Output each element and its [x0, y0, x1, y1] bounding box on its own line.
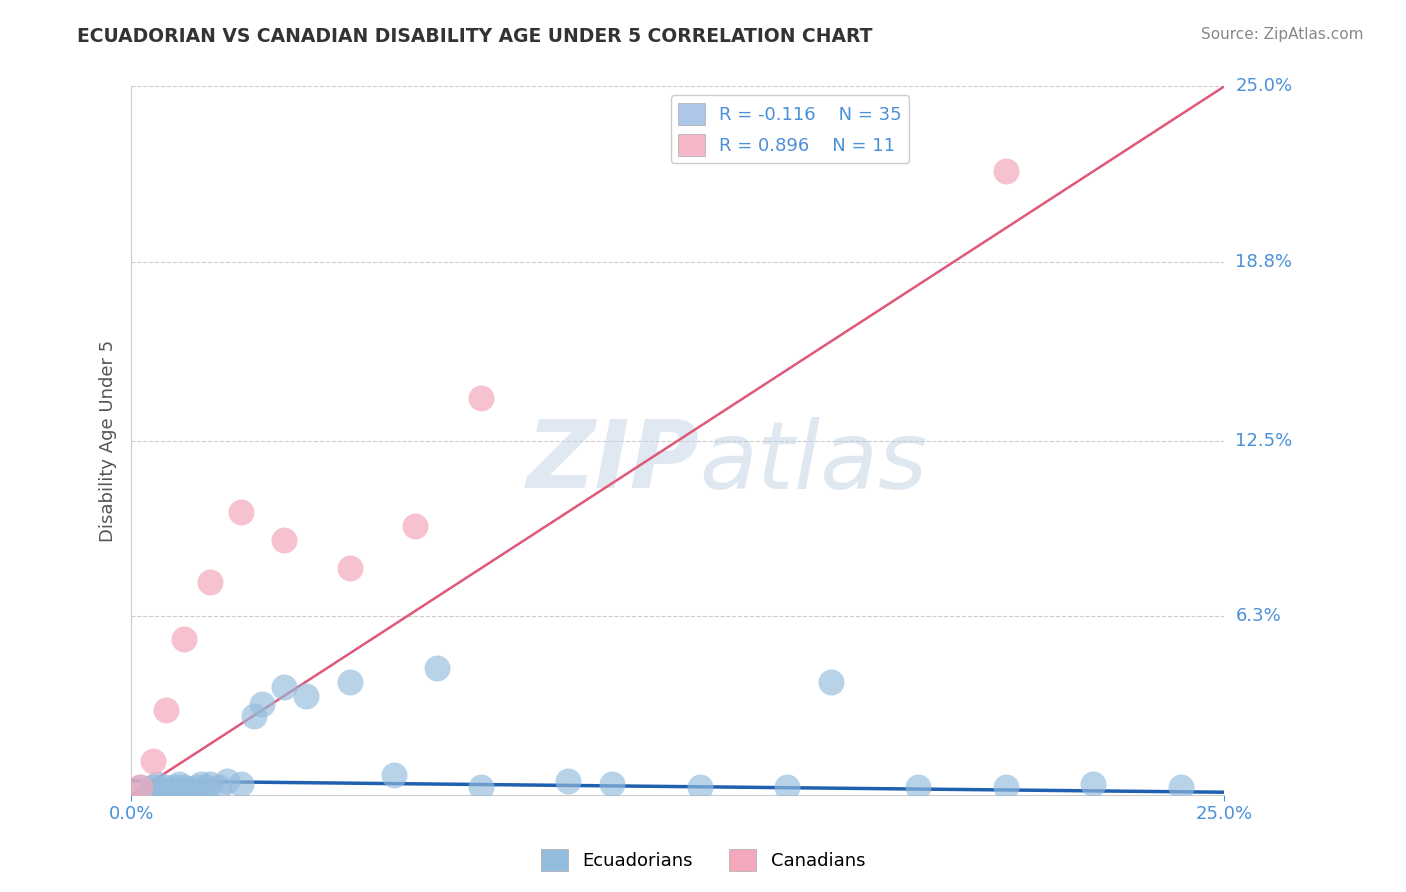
Point [426, 660, 449, 674]
Point [198, 575, 221, 590]
Legend: R = -0.116    N = 35, R = 0.896    N = 11: R = -0.116 N = 35, R = 0.896 N = 11 [671, 95, 910, 163]
Point [159, 782, 181, 797]
Point [208, 780, 231, 794]
Point [229, 777, 252, 791]
Text: Source: ZipAtlas.com: Source: ZipAtlas.com [1201, 27, 1364, 42]
Point [252, 698, 274, 712]
Point [173, 632, 195, 647]
Text: ZIP: ZIP [527, 416, 700, 508]
Point [169, 777, 191, 791]
Y-axis label: Disability Age Under 5: Disability Age Under 5 [100, 340, 117, 541]
Point [557, 773, 579, 788]
Point [994, 164, 1017, 178]
Point [142, 754, 165, 768]
Point [142, 780, 165, 794]
Point [295, 689, 318, 703]
Point [138, 782, 160, 797]
Point [173, 780, 195, 794]
Text: ECUADORIAN VS CANADIAN DISABILITY AGE UNDER 5 CORRELATION CHART: ECUADORIAN VS CANADIAN DISABILITY AGE UN… [77, 27, 873, 45]
Point [190, 777, 212, 791]
Point [163, 780, 186, 794]
Point [194, 780, 217, 794]
Text: 12.5%: 12.5% [1236, 432, 1292, 450]
Point [229, 505, 252, 519]
Point [907, 780, 929, 794]
Point [689, 780, 711, 794]
Point [150, 782, 173, 797]
Point [382, 768, 405, 782]
Text: atlas: atlas [700, 417, 928, 508]
Point [820, 674, 842, 689]
Point [470, 391, 492, 405]
Point [994, 780, 1017, 794]
Point [470, 780, 492, 794]
Point [129, 780, 152, 794]
Point [339, 674, 361, 689]
Point [776, 780, 799, 794]
Text: 18.8%: 18.8% [1236, 253, 1292, 271]
Point [404, 518, 426, 533]
Legend: Ecuadorians, Canadians: Ecuadorians, Canadians [534, 842, 872, 879]
Point [198, 777, 221, 791]
Point [1170, 780, 1192, 794]
Point [1081, 777, 1104, 791]
Point [339, 561, 361, 575]
Point [242, 708, 264, 723]
Text: 25.0%: 25.0% [1236, 78, 1292, 95]
Point [155, 780, 177, 794]
Text: 6.3%: 6.3% [1236, 607, 1281, 625]
Point [177, 782, 200, 797]
Point [217, 773, 239, 788]
Point [600, 777, 623, 791]
Point [186, 780, 208, 794]
Point [129, 780, 152, 794]
Point [146, 777, 169, 791]
Point [273, 533, 295, 547]
Point [273, 681, 295, 695]
Point [155, 703, 177, 717]
